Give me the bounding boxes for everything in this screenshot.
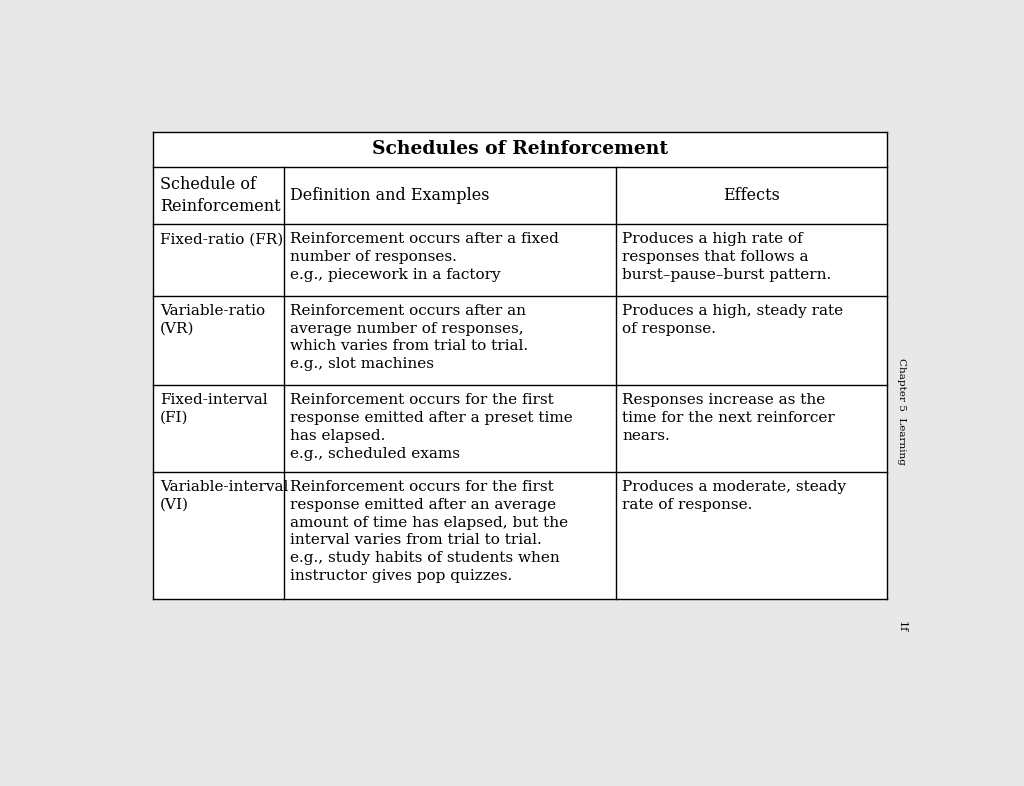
Text: Reinforcement occurs after an
average number of responses,
which varies from tri: Reinforcement occurs after an average nu… <box>291 303 528 371</box>
Text: Reinforcement occurs after a fixed
number of responses.
e.g., piecework in a fac: Reinforcement occurs after a fixed numbe… <box>291 233 559 282</box>
Text: Definition and Examples: Definition and Examples <box>291 187 489 204</box>
Text: Variable-interval
(VI): Variable-interval (VI) <box>160 479 288 512</box>
Text: Chapter 5  Learning: Chapter 5 Learning <box>897 358 906 465</box>
Text: Effects: Effects <box>723 187 780 204</box>
Text: Schedules of Reinforcement: Schedules of Reinforcement <box>373 141 669 159</box>
Text: Reinforcement occurs for the first
response emitted after a preset time
has elap: Reinforcement occurs for the first respo… <box>291 393 573 461</box>
Text: Fixed-ratio (FR): Fixed-ratio (FR) <box>160 233 283 246</box>
Text: Produces a high rate of
responses that follows a
burst–pause–burst pattern.: Produces a high rate of responses that f… <box>623 233 831 282</box>
Text: Schedule of
Reinforcement: Schedule of Reinforcement <box>160 176 281 215</box>
Text: Fixed-interval
(FI): Fixed-interval (FI) <box>160 393 267 425</box>
Text: Reinforcement occurs for the first
response emitted after an average
amount of t: Reinforcement occurs for the first respo… <box>291 479 568 583</box>
Text: Variable-ratio
(VR): Variable-ratio (VR) <box>160 303 265 336</box>
Text: Produces a high, steady rate
of response.: Produces a high, steady rate of response… <box>623 303 844 336</box>
Bar <box>154 132 888 599</box>
Text: Responses increase as the
time for the next reinforcer
nears.: Responses increase as the time for the n… <box>623 393 835 443</box>
Text: 1f: 1f <box>897 621 907 632</box>
Text: Produces a moderate, steady
rate of response.: Produces a moderate, steady rate of resp… <box>623 479 847 512</box>
